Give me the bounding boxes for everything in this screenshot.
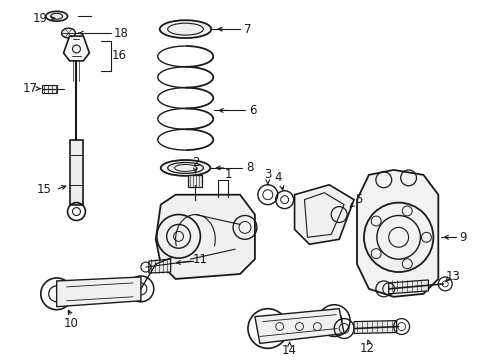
Polygon shape (70, 140, 83, 204)
Text: 17: 17 (23, 82, 37, 95)
Polygon shape (354, 321, 397, 333)
Text: 15: 15 (36, 183, 51, 196)
Text: 18: 18 (114, 27, 128, 40)
Text: 6: 6 (249, 104, 257, 117)
Text: 5: 5 (355, 193, 363, 206)
Polygon shape (255, 309, 344, 343)
Text: 8: 8 (246, 161, 254, 175)
Text: 4: 4 (274, 171, 281, 184)
Text: 9: 9 (459, 231, 467, 244)
Polygon shape (156, 195, 255, 279)
Polygon shape (189, 175, 202, 187)
Text: 14: 14 (282, 344, 297, 357)
Text: 12: 12 (360, 342, 374, 355)
Text: 16: 16 (112, 49, 126, 62)
Polygon shape (57, 277, 141, 307)
Text: 19: 19 (32, 12, 48, 25)
Ellipse shape (62, 28, 75, 38)
Text: 13: 13 (446, 270, 461, 283)
Polygon shape (389, 280, 428, 294)
Text: 1: 1 (224, 168, 232, 181)
Text: 10: 10 (64, 317, 79, 330)
Polygon shape (64, 36, 89, 61)
Ellipse shape (161, 160, 210, 176)
Text: 11: 11 (193, 253, 208, 266)
Ellipse shape (46, 11, 68, 21)
Text: 7: 7 (244, 23, 252, 36)
Ellipse shape (160, 20, 211, 38)
Text: 2: 2 (192, 157, 199, 170)
Polygon shape (42, 85, 57, 93)
Polygon shape (149, 259, 171, 273)
Polygon shape (294, 185, 354, 244)
Polygon shape (357, 170, 439, 297)
Text: 3: 3 (264, 168, 271, 181)
